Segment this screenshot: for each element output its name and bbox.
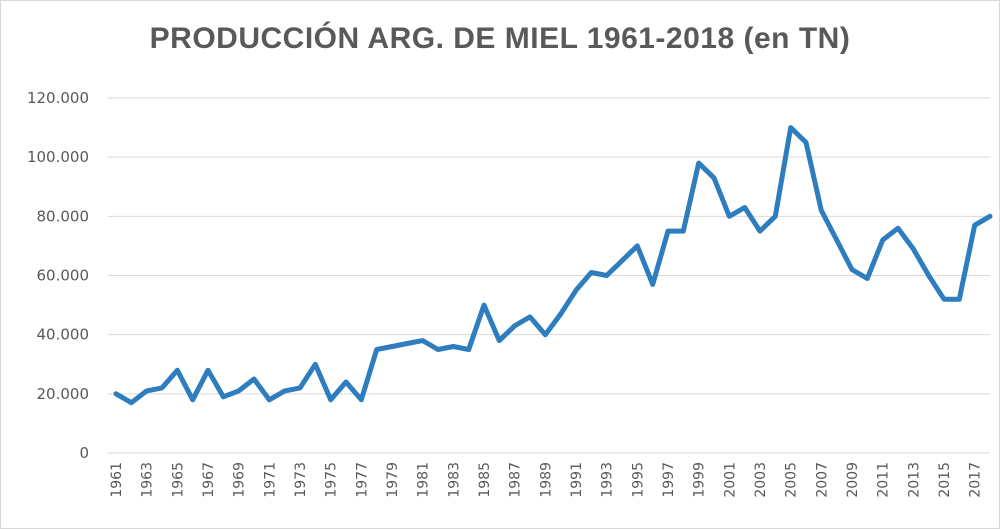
chart-title: PRODUCCIÓN ARG. DE MIEL 1961-2018 (en TN… [149,22,851,55]
series-line [113,125,993,406]
x-axis-ticks: 1961 1963 1965 1967 1969 1971 1973 1975 1977 1979… [109,462,984,498]
y-axis-ticks: 0 20.000 40.000 60.000 80.000 100.000 120.000 [27,89,89,462]
x-tick-label: 1963 [140,462,156,498]
x-tick-label: 1985 [477,462,493,498]
x-tick-label: 1989 [538,462,554,498]
x-tick-label: 1979 [385,462,401,498]
x-tick-label: 1975 [324,462,340,498]
y-tick-label: 100.000 [27,148,89,166]
gridlines [108,97,990,454]
x-tick-label: 1971 [262,462,278,498]
x-tick-label: 1991 [569,462,585,498]
x-tick-label: 2005 [784,462,800,498]
x-tick-label: 1961 [109,462,125,498]
x-tick-label: 1995 [630,462,646,498]
x-tick-label: 1999 [692,462,708,498]
x-tick-label: 2003 [753,462,769,498]
y-tick-label: 0 [79,444,89,462]
x-tick-label: 1973 [293,462,309,498]
x-tick-label: 1965 [170,462,186,498]
x-tick-label: 1997 [661,462,677,498]
x-tick-label: 2017 [968,462,984,498]
x-tick-label: 2001 [722,462,738,498]
y-tick-label: 40.000 [37,326,90,344]
y-tick-label: 60.000 [37,267,90,285]
x-tick-label: 1993 [600,462,616,498]
y-tick-label: 120.000 [27,89,89,107]
x-tick-label: 2007 [814,462,830,498]
y-tick-label: 80.000 [37,207,90,225]
x-tick-label: 1969 [232,462,248,498]
x-tick-label: 1967 [201,462,217,498]
x-tick-label: 1981 [416,462,432,498]
y-tick-label: 20.000 [37,385,90,403]
x-tick-label: 1987 [508,462,524,498]
x-tick-label: 2011 [876,462,892,498]
x-tick-label: 2013 [906,462,922,498]
x-tick-label: 1977 [354,462,370,498]
series-layer [113,125,993,406]
x-tick-label: 2009 [845,462,861,498]
x-tick-label: 1983 [446,462,462,498]
x-tick-label: 2015 [937,462,953,498]
